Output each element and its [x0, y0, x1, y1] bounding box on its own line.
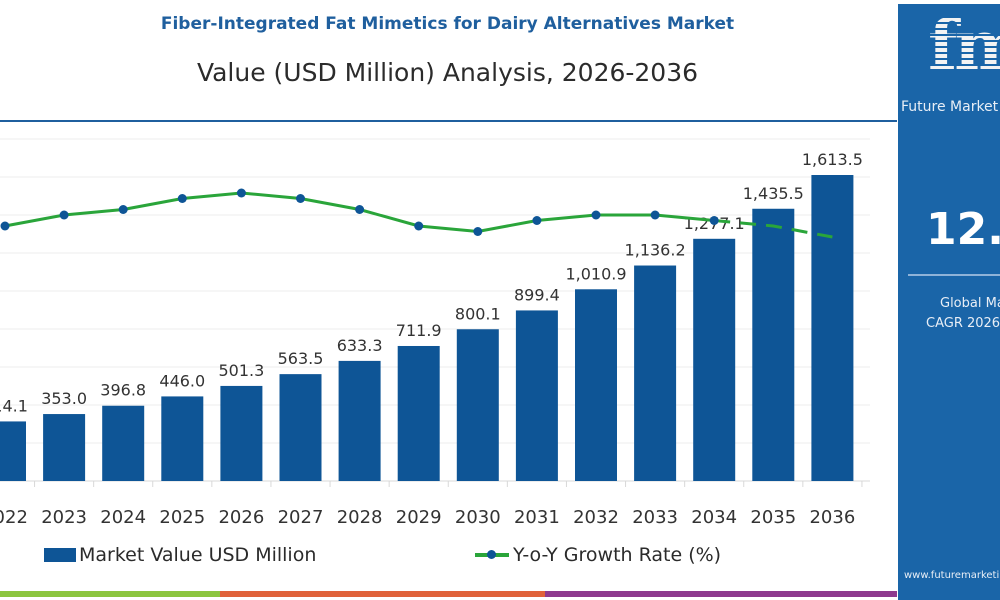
chart-area: 314.1 2022 353.0 2023 396.8 2024 446.0 2025 501.… — [0, 138, 870, 528]
growth-point-2031 — [532, 216, 542, 225]
fmi-logo: fmi — [928, 6, 1000, 86]
x-tick-label-2032: 2032 — [573, 507, 619, 528]
bar-2035 — [752, 208, 795, 481]
bar-2031 — [515, 310, 558, 481]
bar-label-2028: 633.3 — [337, 336, 383, 355]
cagr-label-2: CAGR 2026-2036 — [926, 316, 1000, 331]
bar-label-2030: 800.1 — [455, 304, 501, 323]
x-tick-label-2022: 2022 — [0, 507, 28, 528]
title-divider — [0, 120, 897, 122]
panel-divider — [908, 274, 1000, 276]
x-tick-label-2024: 2024 — [100, 507, 146, 528]
chart-title: Fiber-Integrated Fat Mimetics for Dairy … — [160, 14, 735, 34]
legend-bar: Market Value USD Million — [44, 544, 316, 566]
bar-2034 — [693, 238, 736, 481]
bar-label-2024: 396.8 — [100, 381, 146, 400]
bar-2023 — [43, 414, 86, 481]
x-tick-label-2026: 2026 — [218, 507, 264, 528]
bar-2028 — [338, 360, 381, 481]
bar-label-2027: 563.5 — [278, 349, 324, 368]
website-url[interactable]: www.futuremarketinsights.com — [904, 570, 1000, 581]
bar-label-2022: 314.1 — [0, 396, 28, 415]
bar-label-2023: 353.0 — [41, 389, 87, 408]
growth-point-2024 — [118, 205, 128, 214]
bar-label-2033: 1,136.2 — [625, 241, 686, 260]
growth-point-2026 — [236, 188, 246, 198]
bar-2029 — [397, 345, 440, 481]
growth-point-2022 — [0, 221, 10, 231]
cagr-label-1: Global Market — [940, 296, 1000, 311]
x-tick-label-2028: 2028 — [337, 507, 383, 528]
bar-label-2036: 1,613.5 — [802, 150, 863, 169]
bar-label-2031: 899.4 — [514, 285, 560, 304]
bar-2033 — [634, 265, 677, 481]
bar-label-2026: 501.3 — [218, 361, 264, 380]
legend-bar-label: Market Value USD Million — [79, 544, 317, 566]
bar-2036 — [811, 175, 854, 481]
strip-green — [0, 591, 220, 597]
x-tick-label-2025: 2025 — [159, 507, 205, 528]
x-tick-label-2030: 2030 — [455, 507, 501, 528]
x-tick-label-2035: 2035 — [750, 507, 796, 528]
bar-label-2029: 711.9 — [396, 321, 442, 340]
legend-line-swatch — [475, 550, 509, 559]
brand-name: Future Market Insights — [901, 99, 1000, 115]
chart-subtitle: Value (USD Million) Analysis, 2026-2036 — [196, 58, 699, 87]
bar-2022 — [0, 421, 26, 481]
growth-point-2030 — [473, 227, 483, 236]
growth-point-2023 — [59, 210, 69, 220]
growth-point-2027 — [296, 194, 305, 203]
bar-2032 — [575, 289, 617, 481]
bar-label-2035: 1,435.5 — [743, 184, 804, 203]
bar-2024 — [102, 405, 145, 481]
legend-line-label: Y-o-Y Growth Rate (%) — [513, 544, 722, 566]
legend-bar-swatch — [44, 548, 76, 562]
x-tick-label-2029: 2029 — [396, 507, 442, 528]
bar-2027 — [279, 374, 322, 481]
growth-point-2033 — [650, 210, 660, 220]
bar-2026 — [220, 385, 263, 481]
growth-point-2032 — [591, 210, 601, 220]
x-tick-label-2027: 2027 — [278, 507, 324, 528]
growth-line-forecast — [714, 219, 833, 239]
growth-point-2029 — [414, 221, 424, 231]
x-tick-label-2036: 2036 — [809, 507, 855, 528]
legend-line: Y-o-Y Growth Rate (%) — [475, 544, 721, 566]
x-tick-label-2034: 2034 — [691, 507, 737, 528]
bar-2025 — [161, 396, 204, 481]
bar-2030 — [456, 329, 499, 481]
strip-orange — [220, 591, 545, 597]
growth-point-2025 — [177, 194, 187, 203]
bar-label-2025: 446.0 — [159, 371, 205, 390]
cagr-value: 12.4% — [926, 204, 1000, 255]
growth-point-2028 — [355, 205, 365, 214]
side-panel: fmi Future Market Insights 12.4% Global … — [898, 4, 1000, 600]
x-tick-label-2031: 2031 — [514, 507, 560, 528]
x-tick-label-2023: 2023 — [41, 507, 87, 528]
bar-label-2032: 1,010.9 — [565, 264, 626, 283]
growth-point-2034 — [709, 216, 719, 225]
strip-purple — [545, 591, 897, 597]
x-tick-label-2033: 2033 — [632, 507, 678, 528]
